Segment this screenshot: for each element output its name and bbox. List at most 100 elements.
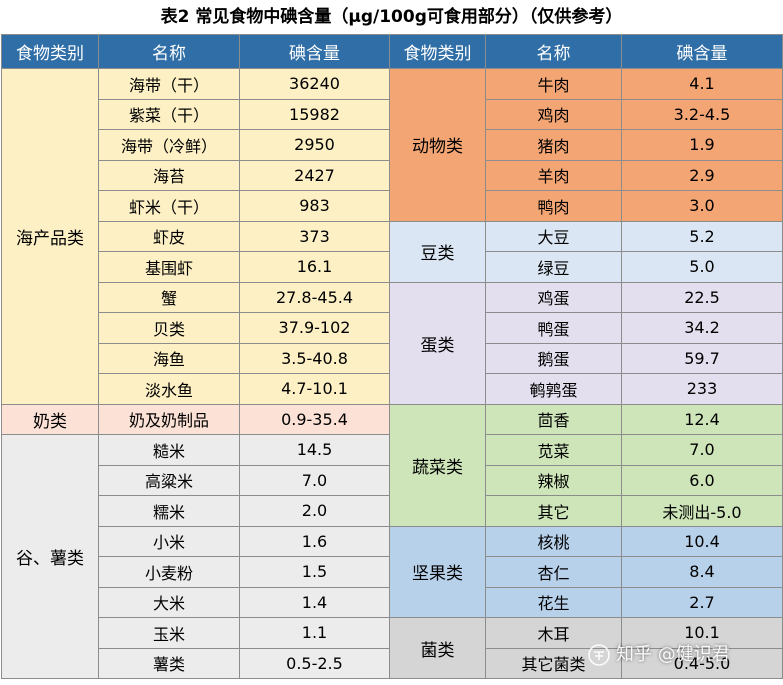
zhihu-logo-icon	[588, 644, 610, 666]
iodine-value-cell: 3.0	[621, 190, 783, 222]
iodine-value-cell: 983	[239, 190, 390, 222]
iodine-value-cell: 1.4	[239, 586, 390, 618]
category-cell-meat: 动物类	[389, 68, 486, 222]
table-row: 紫菜（干） 15982 鸡肉 3.2-4.5	[2, 98, 783, 130]
iodine-value-cell: 2.0	[239, 495, 390, 527]
category-cell-grains: 谷、薯类	[1, 434, 99, 679]
header-iodine-right: 碘含量	[621, 34, 783, 69]
food-name-cell: 薯类	[98, 647, 240, 679]
iodine-value-cell: 0.4-5.0	[621, 647, 783, 679]
category-cell-beans: 豆类	[389, 220, 486, 283]
iodine-value-cell: 59.7	[621, 342, 783, 374]
iodine-value-cell: 36240	[239, 68, 390, 100]
food-name-cell: 羊肉	[485, 159, 622, 191]
iodine-value-cell: 7.0	[621, 434, 783, 466]
iodine-value-cell: 34.2	[621, 312, 783, 344]
iodine-value-cell: 10.1	[621, 617, 783, 649]
iodine-value-cell: 0.9-35.4	[239, 403, 390, 435]
iodine-value-cell: 未测出-5.0	[621, 495, 783, 527]
header-name-right: 名称	[485, 34, 622, 69]
iodine-value-cell: 16.1	[239, 251, 390, 283]
header-category-left: 食物类别	[1, 34, 99, 69]
food-name-cell: 绿豆	[485, 251, 622, 283]
food-name-cell: 海带（干）	[98, 68, 240, 100]
food-name-cell: 杏仁	[485, 556, 622, 588]
food-name-cell: 鸡蛋	[485, 281, 622, 313]
table-row: 海产品类 海带（干） 36240 动物类 牛肉 4.1	[1, 68, 783, 405]
iodine-value-cell: 0.5-2.5	[239, 647, 390, 679]
food-name-cell: 海带（冷鲜）	[98, 129, 240, 161]
food-name-cell: 木耳	[485, 617, 622, 649]
food-name-cell: 鸡肉	[485, 98, 622, 130]
food-name-cell: 大米	[98, 586, 240, 618]
food-name-cell: 鹌鹑蛋	[485, 373, 622, 405]
table-row: 奶类 奶及奶制品 0.9-35.4 蔬菜类 茴香 12.4	[1, 403, 783, 527]
iodine-value-cell: 3.5-40.8	[239, 342, 390, 374]
food-name-cell: 虾皮	[98, 220, 240, 252]
table-row: 玉米 1.1 菌类 木耳 10.1	[2, 617, 783, 679]
category-cell-eggs: 蛋类	[389, 281, 486, 405]
header-iodine-left: 碘含量	[239, 34, 390, 69]
food-name-cell: 高粱米	[98, 464, 240, 496]
food-name-cell: 贝类	[98, 312, 240, 344]
food-name-cell: 牛肉	[485, 68, 622, 100]
category-cell-nuts: 坚果类	[389, 525, 486, 618]
table-row: 高粱米 7.0 辣椒 6.0	[2, 464, 783, 496]
iodine-value-cell: 27.8-45.4	[239, 281, 390, 313]
iodine-value-cell: 1.9	[621, 129, 783, 161]
table-row: 小米 1.6 坚果类 核桃 10.4	[2, 525, 783, 618]
table-row: 蟹 27.8-45.4 蛋类 鸡蛋 22.5	[2, 281, 783, 405]
food-name-cell: 鹅蛋	[485, 342, 622, 374]
food-name-cell: 糯米	[98, 495, 240, 527]
table-row: 基围虾 16.1 绿豆 5.0	[2, 251, 783, 283]
food-name-cell: 花生	[485, 586, 622, 618]
food-name-cell: 茴香	[485, 403, 622, 435]
table-title: 表2 常见食物中碘含量（μg/100g可食用部分）（仅供参考）	[160, 7, 623, 27]
iodine-value-cell: 373	[239, 220, 390, 252]
iodine-value-cell: 22.5	[621, 281, 783, 313]
table-row: 贝类 37.9-102 鸭蛋 34.2	[2, 312, 783, 344]
table-row: 虾皮 373 豆类 大豆 5.2	[2, 220, 783, 283]
table-row: 虾米（干） 983 鸭肉 3.0	[2, 190, 783, 222]
category-cell-dairy: 奶类	[1, 403, 99, 435]
header-category-right: 食物类别	[389, 34, 486, 69]
category-cell-seafood: 海产品类	[1, 68, 99, 405]
food-name-cell: 鸭蛋	[485, 312, 622, 344]
iodine-value-cell: 2.9	[621, 159, 783, 191]
food-name-cell: 虾米（干）	[98, 190, 240, 222]
food-name-cell: 蟹	[98, 281, 240, 313]
food-name-cell: 玉米	[98, 617, 240, 649]
iodine-value-cell: 15982	[239, 98, 390, 130]
food-name-cell: 基围虾	[98, 251, 240, 283]
table-row: 小麦粉 1.5 杏仁 8.4	[2, 556, 783, 588]
food-name-cell: 奶及奶制品	[98, 403, 240, 435]
iodine-value-cell: 5.2	[621, 220, 783, 252]
watermark: 知乎 @健识君	[588, 640, 730, 670]
iodine-value-cell: 12.4	[621, 403, 783, 435]
food-name-cell: 大豆	[485, 220, 622, 252]
food-name-cell: 核桃	[485, 525, 622, 557]
table-row: 海苔 2427 羊肉 2.9	[2, 159, 783, 191]
table-row: 海带（冷鲜） 2950 猪肉 1.9	[2, 129, 783, 161]
food-name-cell: 小麦粉	[98, 556, 240, 588]
iodine-value-cell: 6.0	[621, 464, 783, 496]
category-cell-fungi: 菌类	[389, 617, 486, 679]
table-row: 淡水鱼 4.7-10.1 鹌鹑蛋 233	[2, 373, 783, 405]
iodine-value-cell: 10.4	[621, 525, 783, 557]
food-name-cell: 淡水鱼	[98, 373, 240, 405]
iodine-content-table: 食物类别 名称 碘含量 食物类别 名称 碘含量 海产品类 海带（干） 36240 动物…	[1, 34, 783, 679]
iodine-value-cell: 14.5	[239, 434, 390, 466]
iodine-value-cell: 8.4	[621, 556, 783, 588]
food-name-cell: 辣椒	[485, 464, 622, 496]
iodine-value-cell: 2950	[239, 129, 390, 161]
iodine-value-cell: 2.7	[621, 586, 783, 618]
iodine-value-cell: 1.6	[239, 525, 390, 557]
iodine-value-cell: 7.0	[239, 464, 390, 496]
header-row: 食物类别 名称 碘含量 食物类别 名称 碘含量	[1, 34, 783, 69]
category-cell-vegetables: 蔬菜类	[389, 403, 486, 527]
watermark-text: 知乎 @健识君	[616, 644, 730, 665]
food-name-cell: 小米	[98, 525, 240, 557]
table-row: 谷、薯类 糙米 14.5 苋菜 7.0	[1, 434, 783, 679]
food-name-cell: 紫菜（干）	[98, 98, 240, 130]
food-name-cell: 糙米	[98, 434, 240, 466]
